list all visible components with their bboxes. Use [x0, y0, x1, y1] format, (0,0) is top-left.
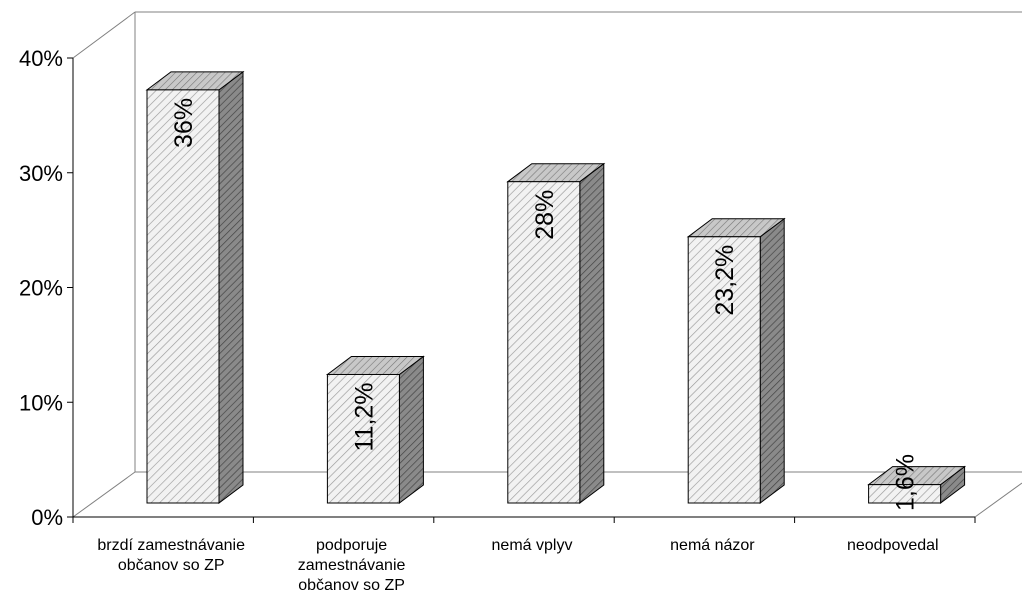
y-tick-label: 10% [19, 390, 63, 415]
bar-side [398, 355, 424, 504]
bar-front [687, 236, 761, 504]
value-label: 23,2% [711, 245, 739, 316]
bar-side [579, 162, 605, 504]
bar-front [146, 89, 220, 504]
bar-side [218, 70, 244, 504]
bar-front [507, 181, 581, 504]
bar [506, 162, 606, 504]
value-label: 36% [170, 98, 198, 148]
bar [325, 355, 425, 504]
x-tick-label: brzdí zamestnávanie občanov so ZP [97, 537, 245, 574]
value-label: 28% [531, 190, 559, 240]
bar-front [868, 484, 942, 504]
value-label: 1,6% [892, 454, 920, 511]
x-tick-label: neodpovedal [846, 537, 939, 554]
y-tick-label: 40% [19, 46, 63, 71]
bar [145, 70, 245, 504]
bar-front [326, 373, 400, 504]
y-tick-label: 20% [19, 276, 63, 301]
y-tick-label: 0% [31, 505, 63, 530]
value-label: 11,2% [350, 382, 378, 451]
y-tick-label: 30% [19, 161, 63, 186]
bar [867, 465, 967, 504]
x-tick-label: nemá vplyv [491, 537, 573, 554]
bar-side [759, 217, 785, 504]
x-tick-label: podporuje zamestnávanie občanov so ZP [297, 537, 406, 594]
x-tick-label: nemá názor [670, 537, 755, 554]
bar [686, 217, 786, 504]
